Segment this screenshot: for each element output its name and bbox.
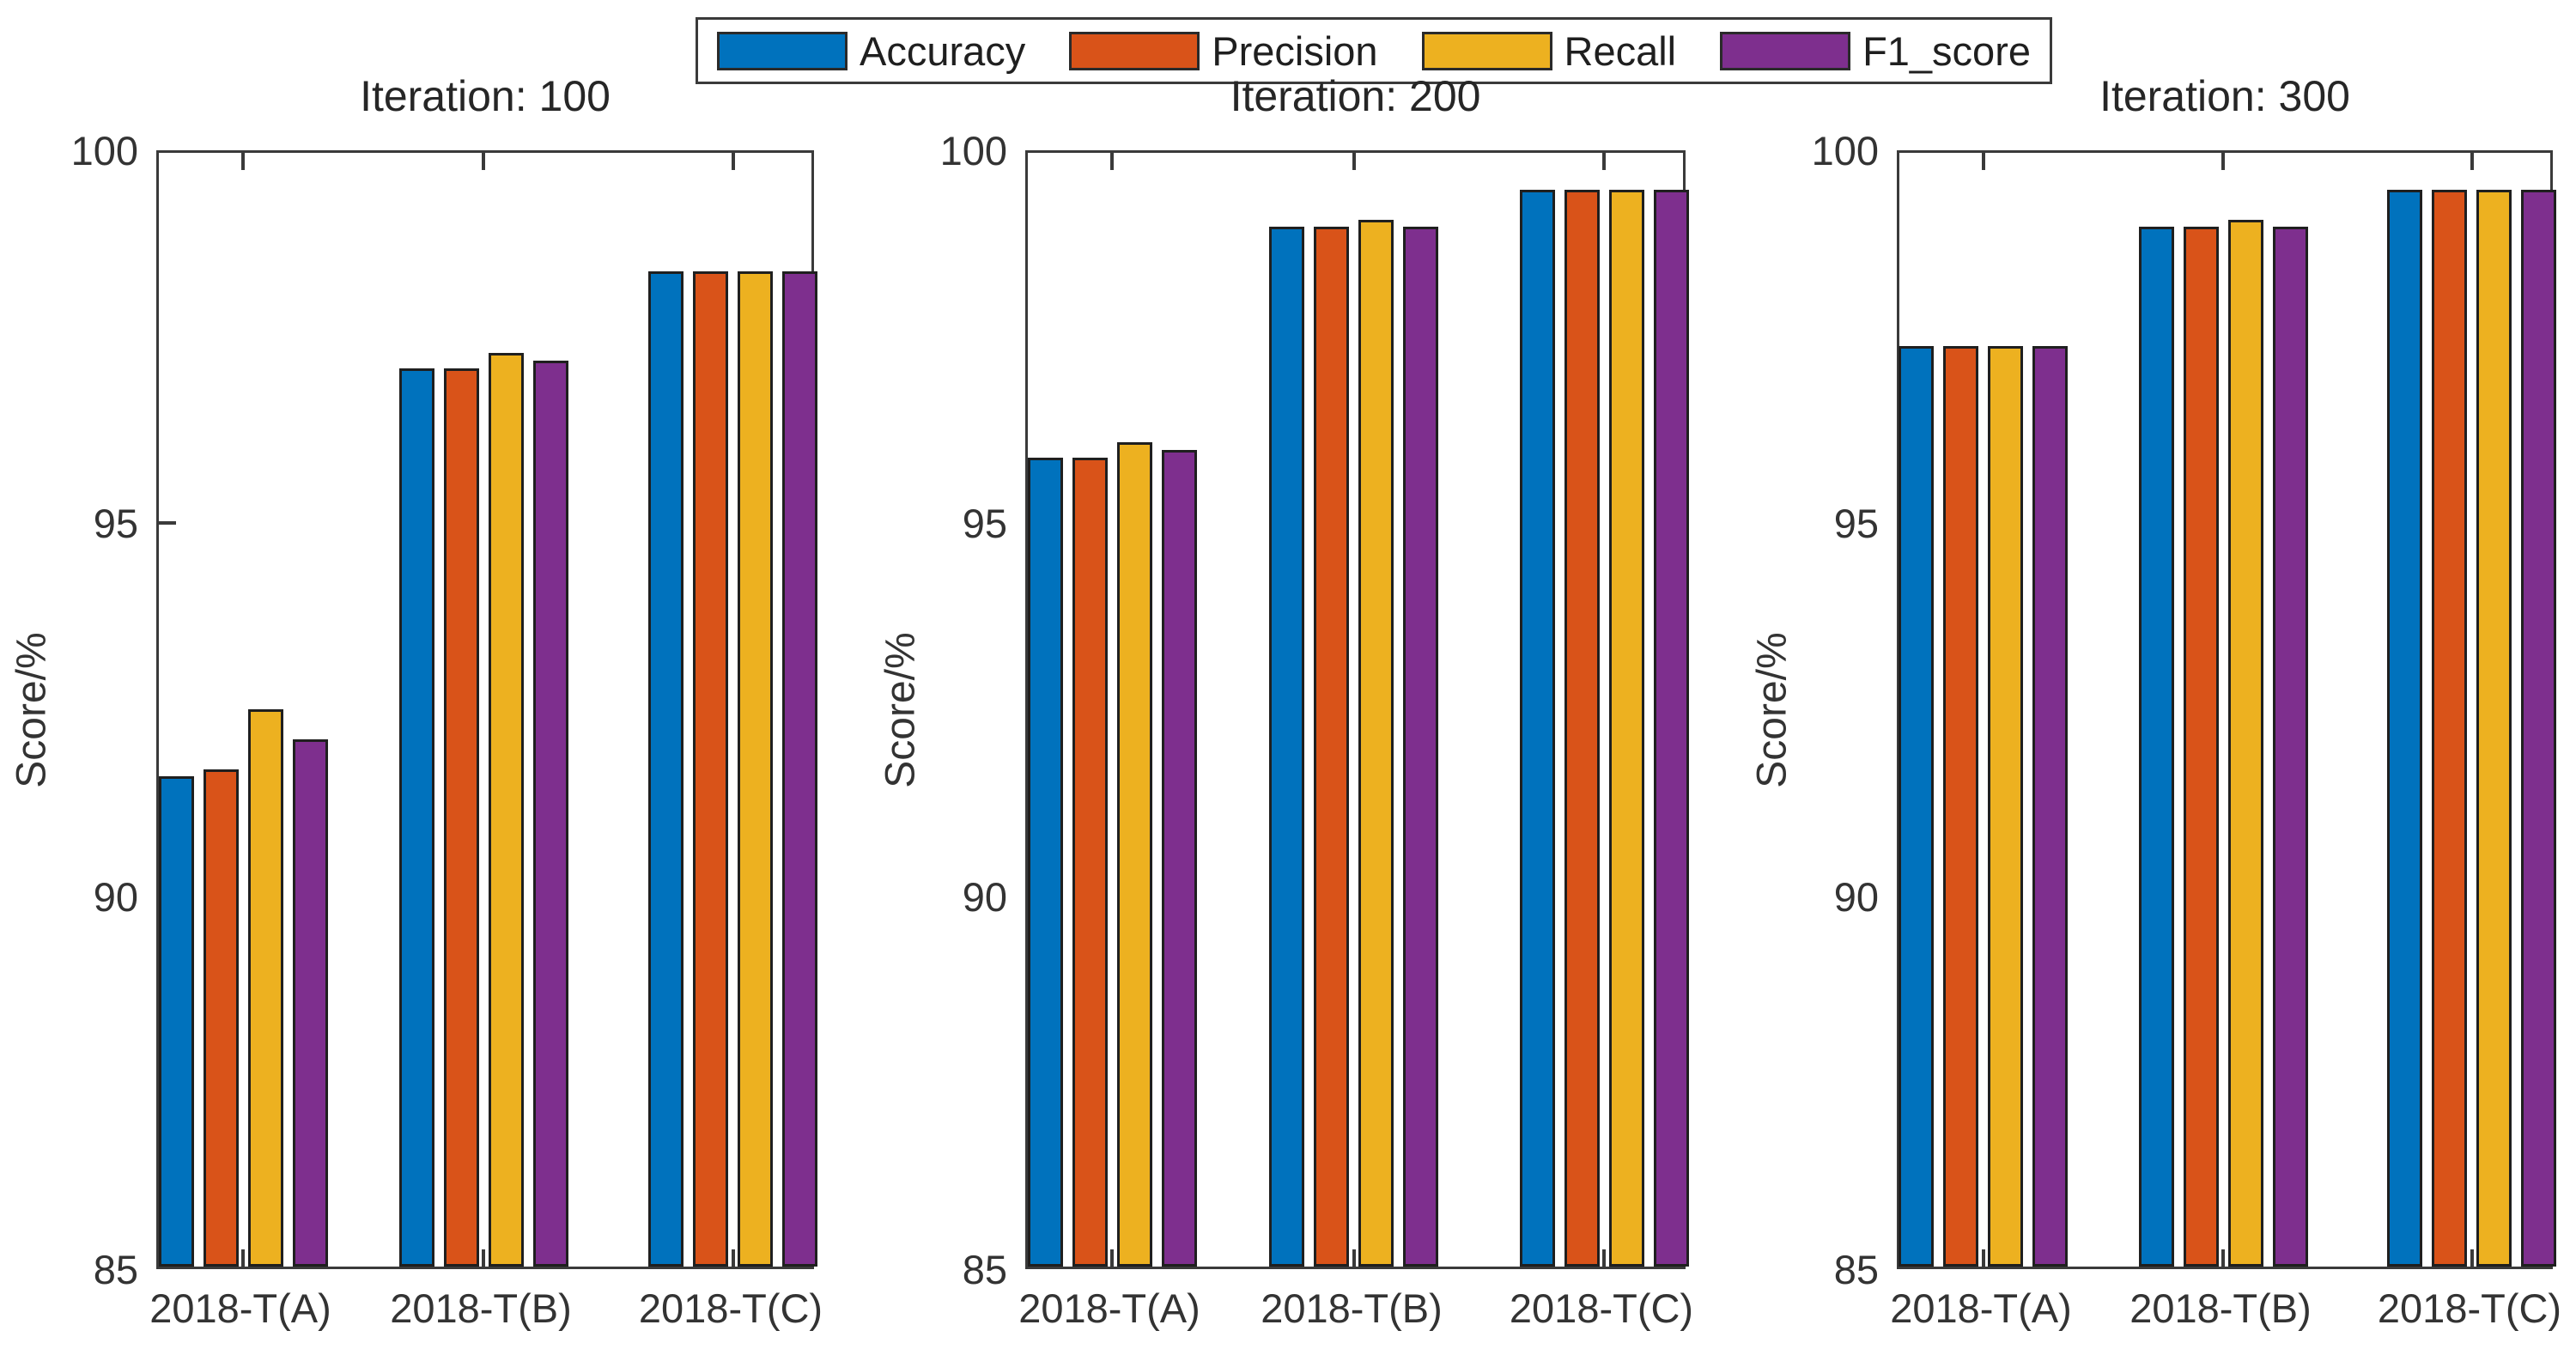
x-tick-mark (2470, 1249, 2474, 1267)
x-tick-mark (2221, 1249, 2225, 1267)
bar-recall-2018-t-c (738, 271, 773, 1267)
x-tick-mark (1602, 1249, 1606, 1267)
x-tick-mark (732, 1249, 735, 1267)
y-axis-label: Score/% (878, 632, 924, 788)
x-tick-mark (1110, 153, 1114, 170)
f1-score-swatch-icon (1720, 31, 1851, 70)
legend-label: Accuracy (860, 27, 1026, 74)
bar-f1-score-2018-t-b (2273, 227, 2308, 1267)
bar-precision-2018-t-b (1314, 227, 1349, 1267)
x-tick-label: 2018-T(B) (1261, 1285, 1443, 1331)
plot-area (1897, 150, 2556, 1269)
bar-f1-score-2018-t-c (2521, 190, 2556, 1267)
bar-f1-score-2018-t-a (1162, 450, 1197, 1267)
y-tick-label: 90 (1833, 874, 1879, 920)
subplot-title: Iteration: 300 (2099, 72, 2350, 120)
bar-accuracy-2018-t-c (2387, 190, 2422, 1267)
x-tick-mark (1352, 153, 1356, 170)
legend-item-recall: Recall (1421, 27, 1677, 75)
bar-accuracy-2018-t-a (1028, 458, 1063, 1267)
legend: Accuracy Precision Recall F1_score (696, 17, 2052, 84)
bar-recall-2018-t-c (1609, 190, 1644, 1267)
subplot-title: Iteration: 200 (1230, 72, 1481, 120)
bar-f1-score-2018-t-b (533, 361, 568, 1267)
plot-area (1025, 150, 1689, 1269)
bar-f1-score-2018-t-a (2032, 346, 2068, 1267)
x-tick-mark (732, 153, 735, 170)
accuracy-swatch-icon (717, 31, 848, 70)
bar-accuracy-2018-t-b (2139, 227, 2174, 1267)
bar-precision-2018-t-c (2432, 190, 2467, 1267)
bar-f1-score-2018-t-c (1654, 190, 1689, 1267)
x-tick-mark (1602, 153, 1606, 170)
bar-recall-2018-t-b (489, 353, 524, 1267)
legend-label: F1_score (1862, 27, 2031, 74)
y-axis-label: Score/% (9, 632, 55, 788)
x-tick-label: 2018-T(A) (1018, 1285, 1200, 1331)
x-tick-mark (1352, 1249, 1356, 1267)
bar-accuracy-2018-t-c (1520, 190, 1555, 1267)
x-tick-mark (1982, 1249, 1985, 1267)
bar-recall-2018-t-a (1117, 442, 1152, 1267)
y-axis-label: Score/% (1749, 632, 1795, 788)
bar-accuracy-2018-t-b (1269, 227, 1304, 1267)
bar-f1-score-2018-t-a (293, 739, 328, 1267)
recall-swatch-icon (1421, 31, 1552, 70)
x-tick-mark (482, 1249, 485, 1267)
x-tick-label: 2018-T(A) (1890, 1285, 2072, 1331)
bar-precision-2018-t-a (204, 769, 239, 1267)
legend-item-precision: Precision (1069, 27, 1378, 75)
bar-recall-2018-t-b (1358, 220, 1394, 1267)
legend-label: Recall (1564, 27, 1677, 74)
y-tick-label: 100 (939, 128, 1007, 173)
bar-precision-2018-t-a (1072, 458, 1108, 1267)
legend-item-accuracy: Accuracy (717, 27, 1025, 75)
x-tick-label: 2018-T(B) (2129, 1285, 2312, 1331)
x-tick-mark (241, 1249, 245, 1267)
x-tick-mark (1982, 153, 1985, 170)
x-tick-mark (2470, 153, 2474, 170)
bar-f1-score-2018-t-c (782, 271, 817, 1267)
bar-recall-2018-t-a (248, 709, 283, 1267)
y-tick-label: 95 (93, 501, 138, 546)
y-tick-label: 85 (93, 1247, 138, 1292)
y-tick-label: 95 (1833, 501, 1879, 546)
x-tick-label: 2018-T(C) (638, 1285, 823, 1331)
bar-accuracy-2018-t-c (648, 271, 683, 1267)
bar-recall-2018-t-c (2476, 190, 2512, 1267)
subplot-title: Iteration: 100 (360, 72, 611, 120)
x-tick-label: 2018-T(C) (1509, 1285, 1694, 1331)
bar-precision-2018-t-a (1943, 346, 1978, 1267)
bar-precision-2018-t-c (1564, 190, 1600, 1267)
x-tick-label: 2018-T(B) (390, 1285, 572, 1331)
y-tick-label: 85 (1833, 1247, 1879, 1292)
x-tick-mark (1110, 1249, 1114, 1267)
bar-precision-2018-t-b (444, 368, 479, 1267)
y-tick-label: 100 (70, 128, 138, 173)
y-tick-label: 85 (962, 1247, 1007, 1292)
bar-recall-2018-t-a (1988, 346, 2023, 1267)
bar-precision-2018-t-c (693, 271, 728, 1267)
legend-label: Precision (1212, 27, 1378, 74)
x-tick-mark (482, 153, 485, 170)
x-tick-mark (2221, 153, 2225, 170)
x-tick-label: 2018-T(A) (149, 1285, 331, 1331)
bar-precision-2018-t-b (2184, 227, 2219, 1267)
y-tick-label: 95 (962, 501, 1007, 546)
y-tick-label: 90 (962, 874, 1007, 920)
precision-swatch-icon (1069, 31, 1200, 70)
bar-accuracy-2018-t-a (159, 776, 194, 1267)
bar-accuracy-2018-t-b (399, 368, 434, 1267)
x-tick-mark (241, 153, 245, 170)
plot-area (156, 150, 817, 1269)
bar-accuracy-2018-t-a (1899, 346, 1934, 1267)
y-tick-label: 90 (93, 874, 138, 920)
x-tick-label: 2018-T(C) (2377, 1285, 2562, 1331)
legend-item-f1-score: F1_score (1720, 27, 2031, 75)
y-tick-label: 100 (1811, 128, 1879, 173)
bar-f1-score-2018-t-b (1403, 227, 1438, 1267)
y-tick-mark (159, 521, 176, 525)
bar-recall-2018-t-b (2228, 220, 2263, 1267)
